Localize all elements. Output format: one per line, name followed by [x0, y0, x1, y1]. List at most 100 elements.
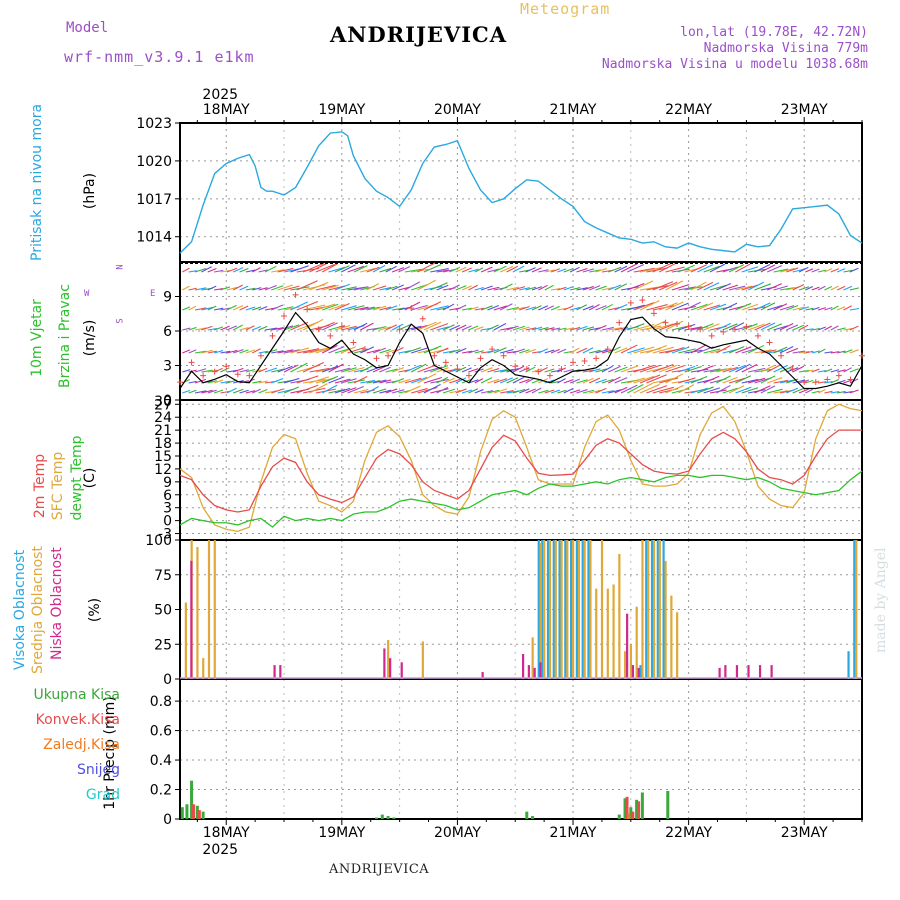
wind-arrow	[455, 377, 467, 384]
wind-arrow	[468, 388, 479, 394]
wind-30-label: 30	[154, 394, 172, 410]
wind-arrow	[271, 327, 284, 331]
wind-arrow	[519, 326, 530, 331]
wind-arrow	[658, 281, 678, 291]
wind-arrow	[677, 264, 695, 273]
wind-arrow	[550, 305, 560, 311]
y-tick-label: 9	[163, 475, 172, 491]
wind-arrow	[735, 363, 751, 373]
cloud-bar	[612, 584, 615, 679]
wind-arrow	[760, 349, 777, 354]
wind-arrow	[398, 350, 411, 354]
wind-arrow	[232, 304, 244, 311]
wind-arrow	[830, 305, 839, 311]
cloud-bar	[735, 665, 739, 679]
wind-arrow	[760, 364, 776, 373]
wind-gust-marker	[385, 352, 392, 359]
wind-arrow	[582, 347, 594, 354]
wind-arrow	[366, 266, 380, 273]
wind-arrow	[302, 318, 324, 331]
wind-arrow	[817, 285, 826, 291]
wind-arrow	[824, 381, 833, 384]
cloud-bar	[583, 540, 586, 679]
wind-arrow	[481, 390, 494, 394]
wind-arrow	[550, 369, 561, 373]
wind-arrow	[531, 326, 543, 331]
wind-arrow	[487, 324, 499, 331]
wind-arrow	[480, 367, 493, 373]
wind-arrow	[512, 388, 526, 394]
wind-arrow	[805, 328, 814, 331]
wind-arrow	[239, 285, 249, 291]
dewpoint-line	[179, 470, 863, 528]
cloud-bar	[635, 606, 638, 679]
wind-arrow	[608, 365, 621, 373]
wind-arrow	[569, 389, 581, 394]
wind-arrow	[690, 376, 708, 384]
wind-arrow	[232, 324, 244, 331]
bottom-year-label: 2025	[202, 842, 238, 858]
wind-arrow	[569, 306, 581, 311]
wind-gust-marker	[581, 358, 588, 365]
cloud-bar	[855, 540, 858, 679]
wind-arrow	[182, 306, 191, 311]
wind-arrow	[474, 267, 484, 273]
cloud-bar	[537, 540, 540, 679]
y-tick-label: -3	[158, 527, 172, 543]
wind-arrow	[690, 264, 707, 273]
wind-arrow	[690, 344, 707, 354]
wind-arrow	[716, 322, 732, 331]
wind-arrow	[258, 287, 268, 291]
wind-gust-marker	[500, 352, 507, 359]
legend-total-rain: Ukupna Kisa	[33, 687, 120, 703]
wind-arrow	[665, 280, 684, 291]
t2m-line	[179, 429, 862, 513]
wind-arrow	[665, 266, 685, 273]
wind-arrow	[576, 267, 588, 273]
wind-arrow	[747, 377, 766, 384]
wind-arrow	[538, 348, 549, 354]
wind-arrow	[398, 378, 411, 384]
wind-arrow	[423, 301, 441, 311]
wind-arrow	[182, 267, 190, 273]
wind-arrow	[499, 303, 513, 311]
wind-arrow	[264, 265, 277, 273]
wind-arrow	[188, 305, 197, 311]
wind-arrow	[296, 280, 318, 291]
wind-arrow	[697, 281, 714, 291]
wind-arrow	[703, 348, 721, 354]
wind-gust-marker	[570, 359, 577, 366]
cloud-bar	[587, 540, 590, 679]
wind-arrow	[773, 346, 788, 354]
wind-arrow	[290, 362, 308, 373]
wind-arrow	[271, 368, 284, 373]
wind-arrow	[334, 324, 351, 331]
wind-arrow	[201, 325, 213, 331]
wind-gust-marker	[604, 346, 611, 353]
wind-arrow	[372, 325, 387, 331]
wind-arrow	[430, 305, 449, 311]
wind-arrow	[620, 384, 638, 394]
wind-arrow	[538, 389, 549, 394]
y-tick-label: 27	[154, 397, 172, 413]
wind-arrow	[315, 284, 336, 291]
wind-arrow	[595, 387, 607, 394]
wind-arrow	[830, 391, 840, 394]
wind-arrow	[239, 369, 249, 373]
wind-arrow	[430, 282, 448, 291]
wind-arrow	[582, 369, 595, 373]
y-tick-label: 0.6	[150, 724, 172, 740]
cloud-bar	[664, 560, 667, 679]
wind-arrow	[588, 304, 600, 311]
wind-arrow	[741, 284, 759, 291]
wind-arrow	[226, 267, 238, 273]
wind-arrow	[792, 387, 805, 394]
wind-arrow	[588, 377, 601, 384]
wind-arrow	[722, 366, 739, 373]
wind-arrow	[697, 365, 714, 373]
wind-arrow	[398, 266, 411, 273]
wind-arrow	[385, 324, 397, 331]
wind-arrow	[678, 377, 696, 384]
wind-arrow	[271, 377, 284, 384]
